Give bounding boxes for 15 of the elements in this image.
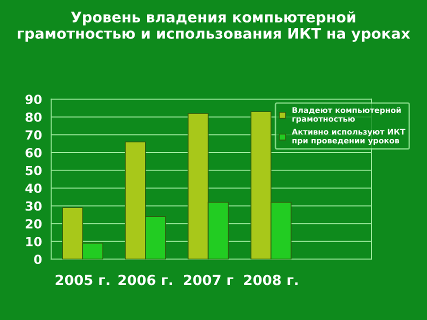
y-tick-label: 70 <box>26 130 42 140</box>
y-tick-label: 40 <box>25 184 42 194</box>
y-tick-label: 50 <box>26 166 42 176</box>
y-tick-label: 10 <box>26 236 42 246</box>
y-tick-label: 90 <box>25 94 42 104</box>
y-tick-label: 0 <box>34 254 42 264</box>
y-tick-label: 80 <box>26 112 42 122</box>
x-tick-label: 2006 г. <box>118 274 172 286</box>
y-tick-label: 30 <box>26 201 42 211</box>
x-tick-label: 2008 г. <box>244 274 298 286</box>
y-tick-label: 60 <box>26 148 42 158</box>
y-tick-label: 20 <box>26 219 42 229</box>
x-tick-label: 2005 г. <box>56 274 110 286</box>
x-tick-label: 2007 г <box>184 274 234 286</box>
chart-title: Уровень владения компьютерной грамотностью и использования ИКТ на уроках <box>18 11 410 42</box>
